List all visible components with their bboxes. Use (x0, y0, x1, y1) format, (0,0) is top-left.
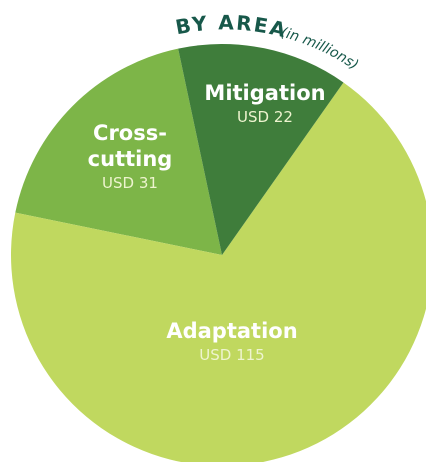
pie-slice (178, 44, 344, 255)
chart-title-text: BY AREA (174, 10, 290, 42)
pie-slice (11, 82, 426, 462)
slice-label: Cross-cutting (87, 121, 173, 171)
chart-title: BY AREA (174, 10, 288, 42)
slice-label: Mitigation (204, 81, 326, 105)
pie-slice (15, 48, 222, 255)
value-label: USD 22 (237, 108, 293, 126)
value-label: USD 31 (102, 174, 158, 192)
value-label: USD 115 (199, 346, 265, 364)
slice-label: Adaptation (166, 319, 298, 343)
